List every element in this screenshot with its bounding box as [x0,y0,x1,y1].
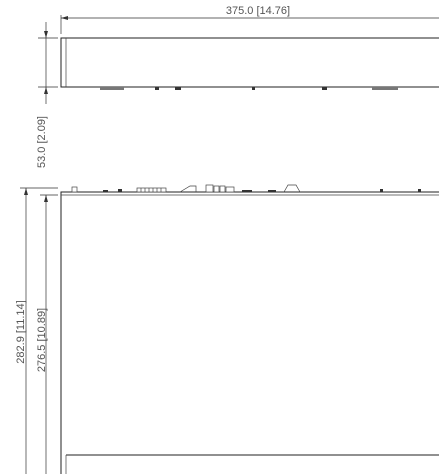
rear-connector [118,189,122,192]
rear-connector [103,190,108,192]
depth-outer-dimension: 282.9 [11.14] [15,187,58,474]
height-dimension-label: 53.0 [2.09] [36,116,48,168]
depth-outer-dimension-label: 282.9 [11.14] [15,300,27,363]
rear-connector [71,186,78,193]
front-view-foot [252,87,255,90]
height-dimension: 53.0 [2.09] [36,22,58,168]
front-view-foot [322,87,327,90]
depth-inner-dimension: 276.5 [10.89] [36,194,58,474]
rear-connector [268,190,276,192]
front-view-foot [175,87,181,90]
front-view-foot [155,87,159,90]
top-view-body [60,191,439,474]
rear-connector [205,184,214,193]
top-view [60,184,439,474]
front-view-foot [100,87,124,90]
depth-outer-arrow-top [24,188,28,195]
rear-connector [213,185,220,193]
front-view [60,37,439,90]
front-view-body [60,37,439,88]
height-arrow-top [44,31,48,38]
rear-connector [418,189,421,192]
rear-port-row [136,187,167,193]
rear-power-switch [283,184,301,193]
front-view-foot [372,87,398,90]
rear-connector [225,186,235,193]
depth-inner-arrow-top [44,195,48,202]
rear-bracket [179,185,197,193]
rear-connector [242,190,252,192]
height-arrow-bottom [44,87,48,94]
depth-inner-dimension-label: 276.5 [10.89] [36,308,48,372]
width-arrow-left [61,16,68,20]
rear-connector [219,185,226,193]
width-dimension-label: 375.0 [14.76] [226,5,290,17]
rear-connector [380,189,383,192]
width-dimension: 375.0 [14.76] [60,5,439,34]
